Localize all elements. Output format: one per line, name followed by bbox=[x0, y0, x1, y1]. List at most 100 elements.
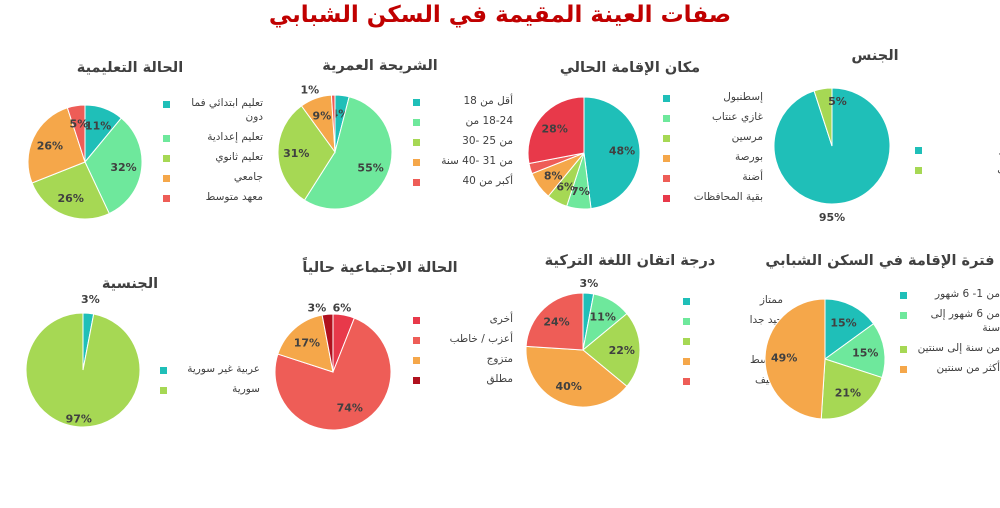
data-label: 24% bbox=[543, 316, 569, 329]
legend-item: تعليم ثانوي bbox=[163, 150, 263, 164]
pie-chart: 11% 32% 26% 26% 5% bbox=[27, 104, 143, 220]
legend-item: من 25 -30 bbox=[413, 134, 513, 148]
pie-slice-6 bbox=[527, 96, 585, 165]
legend-label: تعليم ابتدائي فما دون bbox=[191, 97, 263, 123]
chart-legend: من 1- 6 شهور من 6 شهور إلى سنة من سنة إلى … bbox=[900, 287, 1000, 381]
legend-label: من 31 -40 سنة bbox=[441, 155, 513, 167]
legend-swatch bbox=[915, 147, 922, 154]
data-label: 5% bbox=[70, 118, 89, 131]
data-label: 8% bbox=[544, 169, 563, 182]
pie-chart-panel-2: الشريحة العمرية 4% 55% 31% 9% 1% أقل من 18 18-2… bbox=[255, 54, 513, 290]
pie-slice-5 bbox=[66, 104, 86, 163]
chart-title: الحالة الاجتماعية حالياً bbox=[302, 260, 458, 276]
legend-label: تعليم ثانوي bbox=[215, 151, 263, 163]
legend-swatch bbox=[413, 99, 420, 106]
legend-swatch bbox=[663, 95, 670, 102]
legend-label: ذكر bbox=[929, 142, 1000, 156]
main-title: صفات العينة المقيمة في السكن الشبابي bbox=[268, 2, 732, 28]
legend-item: من 1- 6 شهور bbox=[900, 287, 1000, 301]
pie-chart: 4%55%31%9%1% bbox=[277, 84, 393, 210]
legend-label: أكبر من 40 bbox=[462, 175, 513, 187]
legend-swatch bbox=[900, 346, 907, 353]
data-label: 6% bbox=[333, 302, 352, 315]
data-label: 9% bbox=[313, 110, 332, 123]
data-label: 95% bbox=[819, 211, 845, 224]
legend-item: غازي عنتاب bbox=[663, 110, 763, 124]
legend-label: مرسين bbox=[731, 131, 763, 143]
legend-item: من 6 شهور إلى سنة bbox=[900, 307, 1000, 335]
data-label: 48% bbox=[609, 145, 635, 158]
legend-label: جامعي bbox=[233, 171, 263, 183]
legend-swatch bbox=[160, 387, 167, 394]
legend-item: سورية bbox=[160, 382, 260, 396]
data-label: 97% bbox=[66, 412, 92, 425]
legend-swatch bbox=[663, 135, 670, 142]
chart-title: الحالة التعليمية bbox=[76, 60, 184, 76]
chart-legend: أقل من 18 18-24 من من 25 -30 من 31 -40 سنة أ… bbox=[413, 94, 513, 194]
legend-swatch bbox=[900, 366, 907, 373]
legend-label: أكثر من سنتين bbox=[936, 362, 1000, 374]
legend-item: مطلق bbox=[413, 372, 513, 386]
legend-label: مطلق bbox=[486, 373, 513, 385]
legend-label: بقية المحافظات bbox=[693, 191, 763, 203]
legend-item: بورصة bbox=[663, 150, 763, 164]
legend-swatch bbox=[900, 292, 907, 299]
data-label: 74% bbox=[337, 402, 363, 415]
pie-chart: 15% 15% 21% 49% bbox=[764, 298, 886, 420]
legend-swatch bbox=[915, 167, 922, 174]
chart-legend: تعليم ابتدائي فما دون تعليم إعدادية تعليم … bbox=[163, 96, 263, 210]
pie-slice-3 bbox=[277, 314, 334, 373]
legend-item: تعليم ابتدائي فما دون bbox=[163, 96, 263, 124]
legend-label: من 6 شهور إلى سنة bbox=[930, 308, 1000, 334]
chart-legend: أخرى أعزب / خاطب متزوج مطلق bbox=[413, 312, 513, 392]
legend-swatch bbox=[413, 377, 420, 384]
legend-item: إسطنبول bbox=[663, 90, 763, 104]
legend-item: أقل من 18 bbox=[413, 94, 513, 108]
data-label: 22% bbox=[609, 344, 635, 357]
legend-label: من سنة إلى سنتين bbox=[917, 342, 1000, 354]
chart-title: الجنس bbox=[851, 48, 899, 64]
legend-swatch bbox=[413, 159, 420, 166]
data-label: 32% bbox=[110, 161, 136, 174]
pie-chart-panel-5: الجنسية 3% 97% عربية غير سورية سورية bbox=[5, 272, 260, 508]
pie-slice-1 bbox=[583, 96, 641, 210]
legend-label: تعليم إعدادية bbox=[207, 131, 263, 143]
data-label: 31% bbox=[283, 147, 309, 160]
legend-swatch bbox=[663, 115, 670, 122]
legend-item: من سنة إلى سنتين bbox=[900, 341, 1000, 355]
legend-swatch bbox=[413, 317, 420, 324]
pie-slice-2 bbox=[84, 117, 143, 215]
legend-item: جيد جدا bbox=[683, 313, 783, 327]
data-label: 11% bbox=[85, 120, 111, 133]
chart-title: فترة الإقامة في السكن الشبابي bbox=[765, 253, 995, 269]
legend-label: بورصة bbox=[735, 151, 763, 163]
data-label: 11% bbox=[590, 311, 616, 324]
legend-item: ممتاز bbox=[683, 293, 783, 307]
data-label: 1% bbox=[300, 84, 319, 97]
pie-slice-2 bbox=[303, 96, 393, 210]
legend-item: أنثى bbox=[915, 162, 1000, 176]
legend-swatch bbox=[163, 101, 170, 108]
legend-label: ممتاز bbox=[759, 294, 783, 306]
legend-item: عربية غير سورية bbox=[160, 362, 260, 376]
legend-swatch bbox=[663, 155, 670, 162]
legend-label: 18-24 من bbox=[465, 115, 513, 127]
legend-label: معهد متوسط bbox=[205, 191, 263, 203]
legend-label: أضنة bbox=[742, 171, 763, 183]
pie-slice-5 bbox=[330, 94, 336, 153]
legend-label: متزوج bbox=[486, 353, 513, 365]
data-label: 21% bbox=[835, 387, 861, 400]
chart-title: درجة اتقان اللغة التركية bbox=[544, 253, 716, 269]
data-label: 26% bbox=[58, 192, 84, 205]
legend-swatch bbox=[160, 367, 167, 374]
chart-title: الشريحة العمرية bbox=[322, 58, 438, 74]
legend-swatch bbox=[413, 119, 420, 126]
data-label: 15% bbox=[830, 317, 856, 330]
legend-swatch bbox=[163, 135, 170, 142]
legend-label: عربية غير سورية bbox=[187, 363, 260, 375]
legend-item: أضنة bbox=[663, 170, 763, 184]
data-label: 7% bbox=[571, 185, 590, 198]
legend-item: من 31 -40 سنة bbox=[413, 154, 513, 168]
pie-slice-3 bbox=[582, 312, 641, 388]
data-label: 55% bbox=[357, 161, 383, 174]
